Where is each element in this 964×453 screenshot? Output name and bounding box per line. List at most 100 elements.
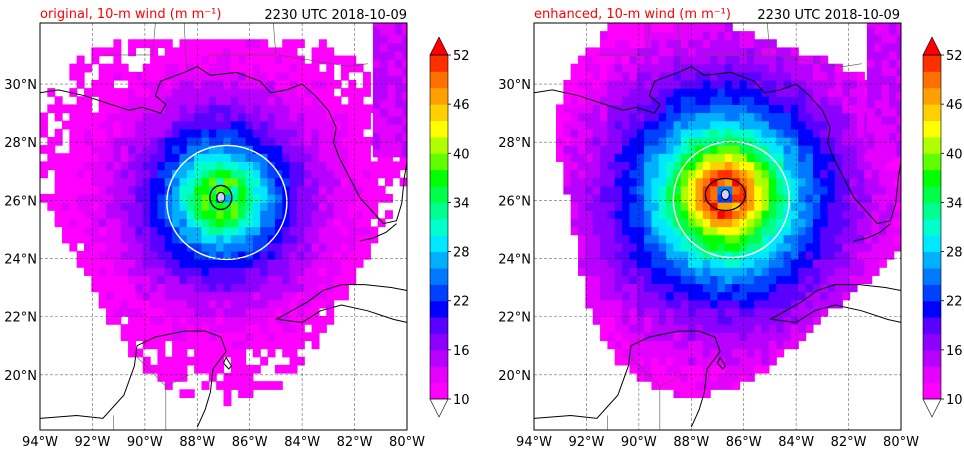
wind-cell: [881, 26, 890, 36]
wind-cell: [186, 63, 195, 73]
wind-cell: [886, 153, 895, 162]
wind-cell: [91, 275, 100, 285]
wind-cell: [614, 332, 623, 342]
wind-cell: [311, 161, 320, 171]
wind-cell: [355, 193, 364, 203]
wind-cell: [600, 55, 608, 65]
wind-cell: [680, 234, 689, 244]
wind-cell: [776, 275, 785, 285]
wind-cell: [651, 104, 660, 114]
wind-cell: [710, 71, 719, 81]
wind-cell: [106, 63, 114, 73]
wind-cell: [362, 169, 371, 179]
wind-cell: [76, 128, 85, 138]
wind-cell: [768, 112, 777, 122]
wind-cell: [732, 340, 741, 350]
wind-cell: [673, 169, 682, 179]
wind-cell: [636, 210, 645, 219]
wind-cell: [282, 299, 291, 309]
wind-cell: [585, 299, 594, 309]
wind-cell: [282, 242, 291, 252]
wind-cell: [732, 299, 741, 309]
wind-cell: [834, 153, 843, 162]
wind-cell: [135, 275, 144, 285]
wind-cell: [208, 71, 217, 81]
wind-cell: [702, 23, 711, 32]
wind-cell: [658, 307, 667, 317]
wind-cell: [238, 218, 247, 228]
wind-cell: [150, 267, 159, 276]
wind-cell: [106, 169, 114, 179]
wind-cell: [688, 291, 697, 301]
wind-cell: [326, 185, 335, 195]
wind-cell: [658, 226, 667, 236]
wind-cell: [695, 332, 704, 342]
wind-cell: [856, 128, 865, 138]
wind-cell: [230, 250, 239, 260]
wind-cell: [238, 250, 247, 260]
wind-cell: [680, 23, 689, 32]
wind-cell: [607, 226, 616, 236]
wind-cell: [651, 23, 660, 32]
wind-cell: [754, 242, 763, 252]
wind-cell: [651, 307, 660, 317]
wind-cell: [746, 169, 755, 179]
wind-cell: [260, 63, 269, 73]
wind-cell: [790, 136, 799, 146]
wind-cell: [216, 96, 225, 105]
wind-cell: [274, 234, 283, 244]
wind-cell: [296, 210, 305, 219]
colorbar-segment: [923, 317, 941, 334]
wind-cell: [629, 299, 638, 309]
wind-cell: [289, 169, 298, 179]
wind-cell: [856, 169, 865, 179]
wind-cell: [260, 79, 269, 89]
wind-cell: [688, 96, 697, 105]
wind-cell: [274, 364, 283, 374]
wind-cell: [842, 250, 851, 260]
wind-cell: [790, 267, 799, 276]
wind-cell: [680, 340, 689, 350]
wind-cell: [128, 234, 137, 244]
wind-cell: [651, 234, 660, 244]
wind-cell: [194, 299, 203, 309]
wind-cell: [866, 132, 875, 142]
wind-cell: [570, 161, 579, 171]
wind-cell: [790, 177, 799, 187]
wind-cell: [208, 193, 217, 203]
colorbar-segment: [430, 71, 448, 89]
wind-cell: [135, 202, 144, 211]
wind-cell: [164, 275, 173, 285]
wind-cell: [888, 99, 897, 109]
wind-cell: [805, 88, 814, 97]
wind-cell: [600, 307, 608, 317]
wind-cell: [614, 283, 623, 293]
wind-cell: [372, 99, 381, 109]
wind-cell: [842, 226, 851, 236]
wind-cell: [113, 88, 122, 97]
wind-cell: [578, 226, 586, 236]
wind-cell: [644, 136, 653, 146]
wind-cell: [311, 177, 320, 187]
wind-cell: [274, 381, 283, 390]
wind-cell: [223, 39, 232, 49]
wind-cell: [827, 275, 836, 285]
wind-cell: [812, 242, 821, 252]
wind-cell: [179, 291, 188, 301]
wind-cell: [636, 332, 645, 342]
wind-cell: [157, 104, 166, 114]
wind-cell: [399, 153, 407, 162]
wind-cell: [340, 55, 349, 65]
wind-cell: [761, 364, 770, 374]
wind-cell: [754, 356, 763, 366]
wind-cell: [267, 259, 276, 268]
wind-cell: [230, 332, 239, 342]
wind-cell: [76, 259, 85, 268]
colorbar-tick-label: 46: [453, 98, 470, 113]
wind-cell: [172, 283, 181, 293]
wind-cell: [776, 332, 785, 342]
wind-cell: [651, 324, 660, 333]
wind-cell: [274, 218, 283, 228]
colorbar-tick-label: 40: [946, 147, 963, 162]
x-tick-label: 94°W: [516, 435, 552, 450]
